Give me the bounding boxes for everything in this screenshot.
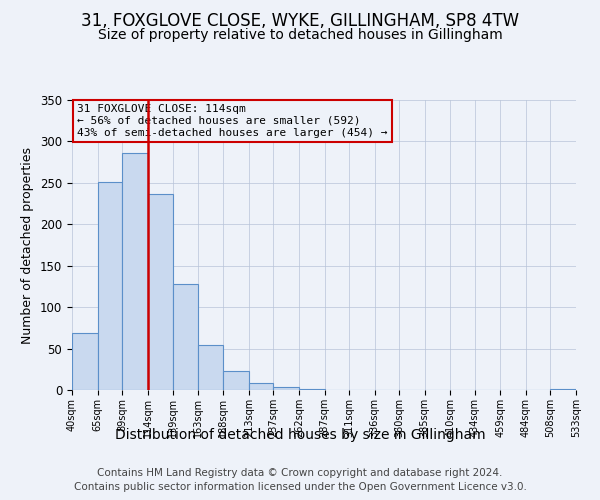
Text: 31, FOXGLOVE CLOSE, WYKE, GILLINGHAM, SP8 4TW: 31, FOXGLOVE CLOSE, WYKE, GILLINGHAM, SP… bbox=[81, 12, 519, 30]
Bar bbox=[98, 182, 122, 390]
Bar bbox=[198, 346, 223, 390]
Bar bbox=[72, 333, 98, 390]
Bar bbox=[249, 382, 274, 390]
Bar bbox=[223, 371, 249, 390]
Y-axis label: Number of detached properties: Number of detached properties bbox=[22, 146, 34, 344]
Text: Contains HM Land Registry data © Crown copyright and database right 2024.: Contains HM Land Registry data © Crown c… bbox=[97, 468, 503, 477]
Bar bbox=[173, 284, 198, 390]
Bar bbox=[299, 389, 325, 390]
Text: Distribution of detached houses by size in Gillingham: Distribution of detached houses by size … bbox=[115, 428, 485, 442]
Bar bbox=[122, 153, 148, 390]
Text: Size of property relative to detached houses in Gillingham: Size of property relative to detached ho… bbox=[98, 28, 502, 42]
Text: 31 FOXGLOVE CLOSE: 114sqm
← 56% of detached houses are smaller (592)
43% of semi: 31 FOXGLOVE CLOSE: 114sqm ← 56% of detac… bbox=[77, 104, 388, 138]
Bar bbox=[550, 389, 576, 390]
Text: Contains public sector information licensed under the Open Government Licence v3: Contains public sector information licen… bbox=[74, 482, 526, 492]
Bar bbox=[274, 386, 299, 390]
Bar bbox=[148, 194, 173, 390]
